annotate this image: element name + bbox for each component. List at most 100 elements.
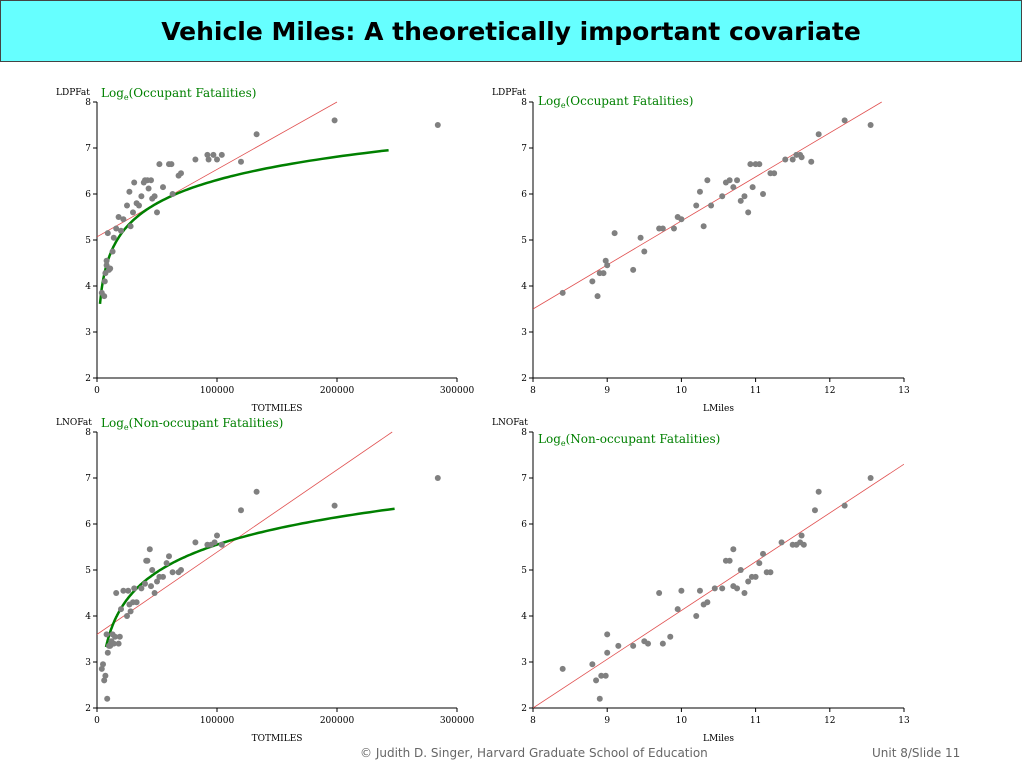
data-point	[253, 488, 260, 495]
y-tick-label: 6	[85, 520, 91, 530]
x-axis-label: TOTMILES	[252, 734, 303, 744]
x-tick-label: 12	[824, 716, 835, 726]
x-tick-label: 300000	[440, 386, 475, 396]
data-point	[867, 122, 874, 128]
data-point	[659, 225, 666, 232]
data-point	[120, 216, 127, 223]
y-tick-label: 2	[85, 374, 91, 384]
y-tick-label: 6	[521, 520, 527, 530]
data-point	[594, 293, 601, 300]
scatter-plot: 2 3 4 5 6 7 8 0 100000 200000 300000 LDPFat TOTMILES…	[56, 86, 475, 414]
data-point	[700, 223, 707, 230]
data-point	[130, 209, 136, 216]
x-tick-label: 11	[750, 386, 761, 396]
data-point	[815, 488, 822, 495]
chart-2: 2 3 4 5 6 7 8 8 9 10 11 12 13 LDPFat LMiles Loge(Occupa…	[490, 86, 920, 431]
data-point	[148, 583, 154, 590]
data-point	[630, 266, 637, 273]
y-tick-label: 2	[521, 704, 527, 714]
data-point	[154, 209, 160, 216]
y-axis-label: LDPFat	[56, 88, 90, 98]
data-point	[815, 131, 822, 138]
data-point	[148, 177, 154, 184]
data-point	[142, 580, 148, 587]
data-point	[747, 161, 754, 168]
x-tick-label: 13	[898, 716, 910, 726]
data-point	[218, 151, 225, 158]
linear-fit-line	[97, 431, 393, 635]
data-point	[752, 573, 759, 580]
y-tick-label: 3	[521, 328, 527, 338]
data-point	[771, 170, 778, 177]
data-point	[730, 546, 737, 553]
data-point	[604, 262, 611, 269]
data-point	[124, 613, 130, 619]
x-tick-label: 9	[604, 716, 610, 726]
data-point	[756, 161, 763, 168]
x-tick-label: 200000	[320, 716, 355, 726]
data-point	[169, 569, 176, 576]
data-point	[204, 151, 211, 158]
y-tick-label: 7	[85, 474, 91, 484]
x-axis-label: LMiles	[703, 734, 734, 744]
data-point	[696, 587, 703, 594]
data-point	[131, 179, 138, 186]
data-point	[596, 695, 603, 702]
data-point	[867, 475, 874, 481]
x-tick-label: 200000	[320, 386, 355, 396]
data-point	[778, 539, 785, 546]
data-point	[615, 642, 622, 649]
y-tick-label: 2	[85, 704, 91, 714]
data-point	[211, 539, 218, 546]
data-point	[741, 590, 748, 596]
linear-fit-line	[533, 101, 882, 310]
title-bar: Vehicle Miles: A theoretically important…	[0, 0, 1022, 62]
data-point	[218, 541, 225, 548]
linear-fit-line	[533, 463, 904, 708]
data-point	[104, 695, 111, 702]
x-tick-label: 8	[530, 716, 536, 726]
data-point	[138, 585, 145, 592]
data-point	[841, 117, 848, 124]
data-point	[113, 225, 120, 232]
data-point	[711, 585, 718, 592]
x-axis-label: LMiles	[703, 404, 734, 414]
y-tick-label: 5	[521, 236, 527, 246]
x-tick-label: 13	[898, 386, 910, 396]
data-point	[593, 677, 600, 684]
data-point	[102, 672, 109, 679]
data-point	[113, 590, 120, 596]
data-point	[104, 230, 111, 237]
data-point	[192, 156, 199, 163]
data-point	[115, 214, 122, 220]
y-tick-label: 7	[521, 144, 527, 154]
data-point	[767, 569, 774, 576]
y-tick-label: 4	[521, 612, 527, 622]
data-point	[589, 661, 596, 668]
data-point	[667, 633, 674, 640]
data-point	[101, 278, 108, 285]
data-point	[559, 665, 566, 672]
data-point	[737, 197, 744, 204]
data-point	[210, 151, 217, 158]
data-point	[637, 234, 644, 241]
x-tick-label: 0	[94, 386, 100, 396]
x-tick-label: 10	[676, 386, 688, 396]
data-point	[101, 293, 108, 300]
data-point	[156, 161, 163, 168]
data-point	[104, 649, 111, 656]
chart-1: 2 3 4 5 6 7 8 0 100000 200000 300000 LDPFat TOTMILES…	[54, 86, 484, 431]
data-point	[841, 502, 848, 509]
data-point	[726, 557, 733, 564]
log-fit-curve	[104, 507, 395, 648]
data-point	[800, 541, 807, 548]
data-point	[149, 567, 156, 573]
data-point	[118, 606, 124, 613]
x-tick-label: 10	[676, 716, 688, 726]
data-point	[434, 122, 441, 128]
y-axis-label: LDPFat	[492, 88, 526, 98]
data-point	[145, 185, 152, 192]
x-tick-label: 12	[824, 386, 835, 396]
y-tick-label: 3	[85, 658, 91, 668]
data-point	[734, 177, 741, 184]
